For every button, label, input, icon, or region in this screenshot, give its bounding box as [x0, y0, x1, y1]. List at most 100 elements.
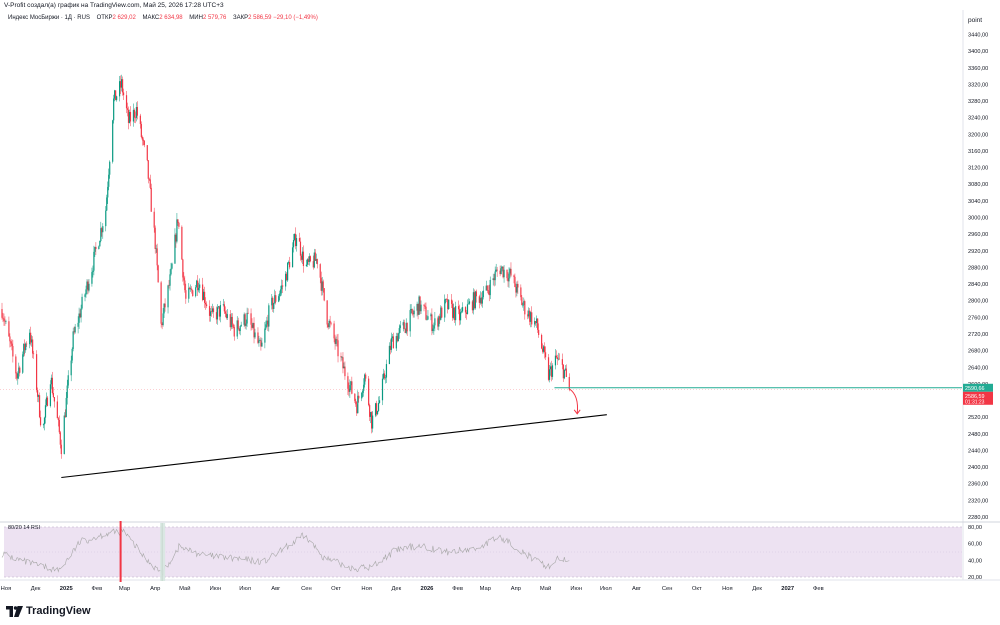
price-tick-label: 2440,00 [968, 448, 988, 454]
price-tick-label: 3320,00 [968, 82, 988, 88]
candle-body [261, 342, 263, 347]
candle-body [107, 186, 109, 198]
candle-body [233, 326, 235, 337]
candle-body [88, 283, 90, 291]
candle-body [307, 259, 309, 262]
down-arrow-icon [568, 388, 579, 414]
candle-body [46, 397, 49, 406]
price-tick-label: 2760,00 [968, 315, 988, 321]
candle-body [53, 397, 55, 402]
time-tick-label: Апр [150, 586, 160, 592]
candle-body [168, 285, 170, 287]
candle-body [502, 266, 504, 278]
price-tick-label: 2640,00 [968, 365, 988, 371]
candle-body [230, 316, 232, 328]
candle-body [564, 368, 566, 370]
candle-body [516, 283, 518, 293]
time-tick-label: Июл [239, 586, 251, 592]
candle-body [420, 304, 422, 312]
candle-body [323, 288, 325, 301]
candle-body [361, 392, 363, 399]
candle-body [328, 320, 330, 328]
candle-body [508, 273, 510, 282]
candle-body [51, 377, 54, 394]
rsi-overbought-marker [119, 521, 122, 582]
candle-body [250, 313, 252, 325]
candle-body [446, 299, 448, 300]
candle-body [232, 324, 234, 327]
candle-body [128, 111, 131, 123]
candle-body [388, 345, 391, 365]
price-tick-label: 3240,00 [968, 116, 988, 122]
candle-body [561, 359, 563, 365]
price-tick-label: 2680,00 [968, 349, 988, 355]
candle-body [279, 293, 281, 297]
candle-body [42, 424, 45, 426]
rsi-axis[interactable]: 80,00 60,00 40,00 20,00 [968, 525, 982, 581]
candle-body [315, 259, 317, 261]
candle-body [510, 268, 512, 276]
price-axis[interactable]: 3440,00 3400,00 3360,00 3320,00 3280,00 3240,… [968, 33, 988, 522]
candle-body [427, 316, 429, 320]
rsi-label[interactable]: 80/20 14 RSI [8, 525, 41, 531]
candle-body [87, 281, 89, 291]
candle-body [299, 241, 302, 256]
candle-body [208, 306, 211, 316]
candle-body [461, 307, 464, 312]
candle-body [39, 417, 42, 426]
candle-body [71, 348, 73, 361]
time-tick-label: Ноя [361, 586, 372, 592]
rsi-panel[interactable] [1, 521, 962, 582]
candle-body [402, 322, 404, 326]
candle-body [384, 377, 387, 379]
time-tick-label: Мар [480, 586, 491, 592]
drawing-annotations[interactable] [0, 387, 962, 479]
ohlc-legend: Индекс МосБиржи · 1Д · RUS ОТКР2 629,02 … [8, 15, 318, 21]
candle-body [349, 385, 351, 392]
candle-body [305, 264, 307, 267]
candle-body [355, 400, 357, 405]
candle-body [486, 285, 488, 291]
candle-body [541, 334, 543, 349]
price-tick-label: 3200,00 [968, 132, 988, 138]
candle-body [181, 226, 183, 260]
price-tick-label: 3000,00 [968, 216, 988, 222]
candle-body [458, 309, 461, 321]
candle-body [164, 303, 166, 308]
candle-body [377, 402, 380, 411]
candle-body [195, 287, 197, 297]
candle-body [267, 320, 269, 327]
candle-body [410, 308, 412, 311]
candle-body [337, 340, 339, 357]
candle-body [568, 376, 570, 390]
candle-body [189, 287, 191, 290]
candle-body [330, 322, 332, 324]
candle-body [342, 357, 344, 369]
candle-body [1, 309, 3, 318]
time-axis[interactable]: Ноя Дек 2025 Фев Мар Апр Май Июн Июл Авг Сен Окт Ноя… [1, 585, 824, 592]
candle-body [358, 395, 360, 399]
candle-body [258, 340, 260, 343]
candle-body [84, 294, 86, 297]
candle-body [501, 266, 503, 269]
instrument-name[interactable]: Индекс МосБиржи · 1Д · RUS [8, 15, 90, 21]
candle-body [60, 444, 62, 455]
candle-body [320, 277, 322, 291]
candle-body [44, 405, 47, 418]
candle-body [383, 373, 386, 379]
candle-body [204, 291, 206, 303]
candle-body [459, 312, 462, 321]
candlestick-series [1, 74, 570, 459]
chart-caption: V-Profit создал(а) график на TradingView… [4, 2, 224, 9]
price-tick-label: 3080,00 [968, 182, 988, 188]
candle-body [537, 318, 539, 330]
candle-body [306, 259, 308, 265]
candle-body [363, 384, 365, 391]
candle-body [548, 369, 551, 380]
candle-body [58, 420, 60, 433]
candle-body [182, 259, 184, 278]
time-tick-label: Ноя [722, 586, 733, 592]
candle-body [447, 299, 449, 310]
candle-body [555, 355, 558, 358]
